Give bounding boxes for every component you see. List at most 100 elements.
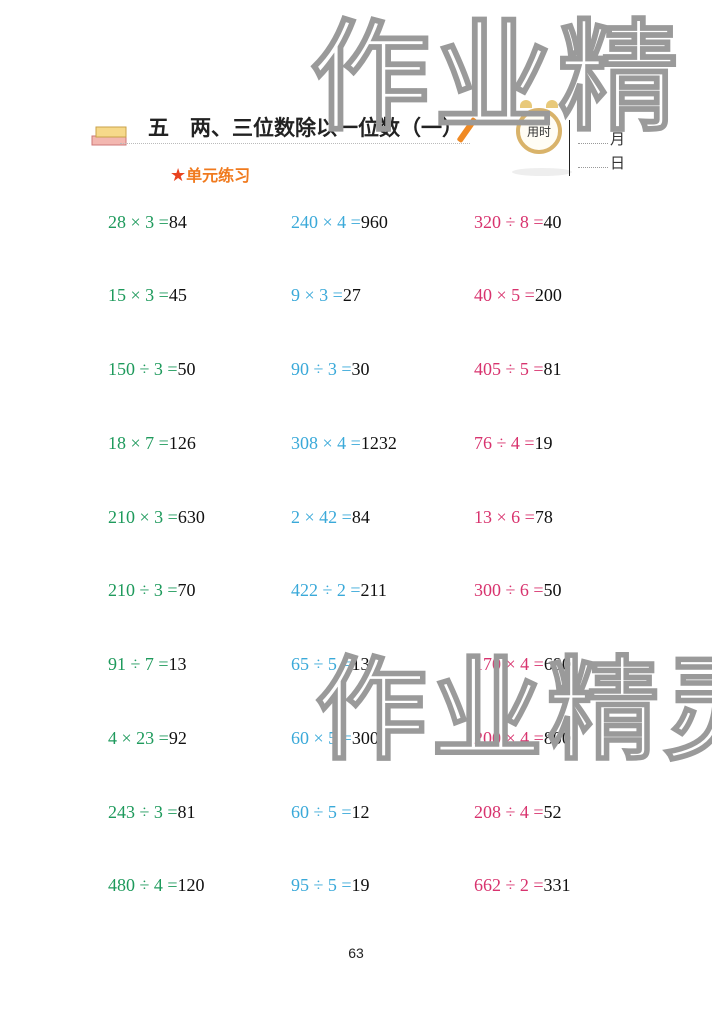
equation: 90 ÷ 3 =30 xyxy=(291,359,370,380)
equation: 405 ÷ 5 =81 xyxy=(474,359,562,380)
equation-answer: 70 xyxy=(177,580,196,600)
equation: 210 ÷ 3 =70 xyxy=(108,580,196,601)
equation: 91 ÷ 7 =13 xyxy=(108,654,187,675)
equation-question: 210 × 3 = xyxy=(108,507,178,527)
equation: 13 × 6 =78 xyxy=(474,507,553,528)
clock-icon: 用时 xyxy=(516,108,562,154)
equation: 208 ÷ 4 =52 xyxy=(474,802,562,823)
equation: 95 ÷ 5 =19 xyxy=(291,875,370,896)
equation-question: 150 ÷ 3 = xyxy=(108,359,178,379)
equation-question: 308 × 4 = xyxy=(291,433,361,453)
equation: 40 × 5 =200 xyxy=(474,285,562,306)
unit-title: 五 两、三位数除以一位数（一） xyxy=(148,116,463,140)
section-heading: ★单元练习 xyxy=(170,162,250,186)
star-icon: ★ xyxy=(170,165,187,186)
exercise-row: 210 ÷ 3 =70 422 ÷ 2 =211 300 ÷ 6 =50 xyxy=(0,580,712,604)
equation: 240 × 4 =960 xyxy=(291,212,388,233)
equation: 662 ÷ 2 =331 xyxy=(474,875,571,896)
equation: 28 × 3 =84 xyxy=(108,212,187,233)
equation: 210 × 3 =630 xyxy=(108,507,205,528)
equation-answer: 50 xyxy=(543,580,562,600)
equation-answer: 50 xyxy=(177,359,196,379)
equation-question: 91 ÷ 7 = xyxy=(108,654,169,674)
day-label: 日 xyxy=(610,154,626,172)
equation-answer: 12 xyxy=(351,802,370,822)
equation-answer: 630 xyxy=(177,507,205,527)
equation-question: 60 × 5 = xyxy=(291,728,352,748)
equation-answer: 126 xyxy=(168,433,196,453)
exercise-row: 4 × 23 =92 60 × 5 =300 200 × 4 =800 xyxy=(0,728,712,752)
equation-answer: 81 xyxy=(177,802,196,822)
watermark: 作业精灵 xyxy=(314,645,712,777)
equation-answer: 84 xyxy=(351,507,370,527)
equation-question: 28 × 3 = xyxy=(108,212,169,232)
equation-answer: 13 xyxy=(351,654,370,674)
equation-question: 422 ÷ 2 = xyxy=(291,580,361,600)
equation-question: 240 × 4 = xyxy=(291,212,361,232)
equation-question: 18 × 7 = xyxy=(108,433,169,453)
equation-answer: 30 xyxy=(351,359,370,379)
equation: 300 ÷ 6 =50 xyxy=(474,580,562,601)
watermark: 作业精 xyxy=(309,8,682,149)
exercise-row: 210 × 3 =630 2 × 42 =84 13 × 6 =78 xyxy=(0,507,712,531)
equation-answer: 27 xyxy=(342,285,361,305)
equation: 15 × 3 =45 xyxy=(108,285,187,306)
equation-question: 200 × 4 = xyxy=(474,728,544,748)
equation-question: 90 ÷ 3 = xyxy=(291,359,352,379)
day-field[interactable]: 日 xyxy=(578,152,625,173)
date-divider xyxy=(569,120,570,176)
equation-question: 300 ÷ 6 = xyxy=(474,580,544,600)
exercise-row: 480 ÷ 4 =120 95 ÷ 5 =19 662 ÷ 2 =331 xyxy=(0,875,712,899)
exercise-row: 28 × 3 =84 240 × 4 =960 320 ÷ 8 =40 xyxy=(0,212,712,236)
equation-question: 9 × 3 = xyxy=(291,285,343,305)
title-divider xyxy=(120,143,470,144)
equation: 422 ÷ 2 =211 xyxy=(291,580,387,601)
equation-question: 65 ÷ 5 = xyxy=(291,654,352,674)
equation: 480 ÷ 4 =120 xyxy=(108,875,205,896)
equation: 65 ÷ 5 =13 xyxy=(291,654,370,675)
equation-question: 15 × 3 = xyxy=(108,285,169,305)
equation-answer: 211 xyxy=(360,580,387,600)
equation-answer: 680 xyxy=(543,654,571,674)
equation: 170 × 4 =680 xyxy=(474,654,571,675)
equation-question: 208 ÷ 4 = xyxy=(474,802,544,822)
exercise-row: 15 × 3 =45 9 × 3 =27 40 × 5 =200 xyxy=(0,285,712,309)
equation-answer: 78 xyxy=(534,507,553,527)
equation-answer: 45 xyxy=(168,285,187,305)
equation: 60 ÷ 5 =12 xyxy=(291,802,370,823)
equation-answer: 84 xyxy=(168,212,187,232)
equation-answer: 81 xyxy=(543,359,562,379)
equation-answer: 960 xyxy=(360,212,388,232)
clock-bell-icon xyxy=(520,100,532,108)
month-label: 月 xyxy=(610,130,626,148)
equation-question: 170 × 4 = xyxy=(474,654,544,674)
equation-answer: 19 xyxy=(534,433,553,453)
equation-question: 210 ÷ 3 = xyxy=(108,580,178,600)
equation-question: 4 × 23 = xyxy=(108,728,169,748)
equation: 76 ÷ 4 =19 xyxy=(474,433,553,454)
equation-answer: 300 xyxy=(351,728,379,748)
exercise-row: 243 ÷ 3 =81 60 ÷ 5 =12 208 ÷ 4 =52 xyxy=(0,802,712,826)
equation-answer: 19 xyxy=(351,875,370,895)
equation: 308 × 4 =1232 xyxy=(291,433,397,454)
equation-answer: 200 xyxy=(534,285,562,305)
equation: 18 × 7 =126 xyxy=(108,433,196,454)
equation: 2 × 42 =84 xyxy=(291,507,370,528)
equation-question: 662 ÷ 2 = xyxy=(474,875,544,895)
clock-bell-icon xyxy=(546,100,558,108)
equation-answer: 1232 xyxy=(360,433,397,453)
exercise-row: 91 ÷ 7 =13 65 ÷ 5 =13 170 × 4 =680 xyxy=(0,654,712,678)
equation-question: 76 ÷ 4 = xyxy=(474,433,535,453)
equation-answer: 40 xyxy=(543,212,562,232)
equation-question: 40 × 5 = xyxy=(474,285,535,305)
equation-question: 243 ÷ 3 = xyxy=(108,802,178,822)
page-number: 63 xyxy=(348,945,364,961)
equation-answer: 331 xyxy=(543,875,571,895)
equation-question: 2 × 42 = xyxy=(291,507,352,527)
time-used-label: 用时 xyxy=(526,124,551,139)
equation-answer: 13 xyxy=(168,654,187,674)
equation-answer: 120 xyxy=(177,875,205,895)
equation-question: 480 ÷ 4 = xyxy=(108,875,178,895)
month-field[interactable]: 月 xyxy=(578,128,625,149)
